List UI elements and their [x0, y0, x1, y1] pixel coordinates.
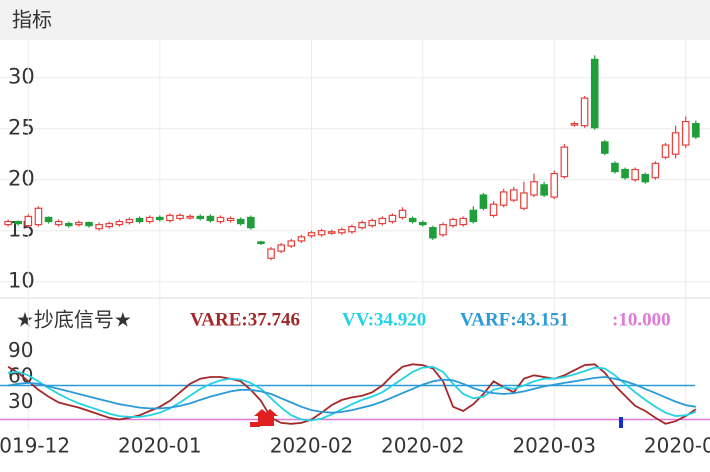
candle-body — [247, 216, 255, 229]
candle-body — [418, 221, 427, 226]
candle-body — [530, 181, 538, 196]
candle-body — [378, 217, 387, 225]
signal-markers — [250, 409, 623, 428]
candle-body — [641, 174, 650, 183]
y-tick-label: 10 — [8, 269, 35, 293]
candle-body — [540, 184, 548, 196]
candle-body — [398, 209, 407, 219]
candle-body — [449, 218, 457, 227]
candle-body — [236, 218, 245, 225]
candle-body — [520, 192, 528, 209]
candle-body — [34, 207, 43, 226]
candle-body — [85, 221, 93, 227]
candle-body — [621, 168, 629, 179]
candle-body — [358, 221, 366, 229]
candle-body — [257, 241, 265, 245]
candle-body — [64, 222, 73, 227]
legend-entry: VARE:37.746 — [190, 309, 300, 330]
candle-body — [429, 227, 437, 239]
y-tick-label: 20 — [8, 167, 35, 191]
candle-body — [277, 244, 285, 252]
candle-body — [692, 123, 700, 138]
candle-body — [105, 222, 114, 228]
indicator-line — [8, 365, 697, 422]
candle-body — [145, 216, 154, 223]
x-tick-label: 2020-04 — [644, 434, 710, 458]
candle-body — [611, 162, 619, 173]
candle-body — [570, 123, 579, 126]
candle-body — [135, 217, 144, 223]
candle-body — [590, 58, 599, 129]
candle-body — [560, 146, 569, 178]
candle-body — [4, 220, 12, 226]
candle-body — [489, 203, 498, 217]
candle-body — [287, 240, 296, 247]
candle-body — [479, 194, 488, 209]
candle-body — [388, 214, 397, 223]
candle-body — [44, 216, 53, 223]
candle-body — [509, 189, 518, 201]
indicator-line — [7, 376, 696, 414]
candle-body — [671, 132, 680, 155]
candle-body — [54, 220, 63, 226]
candle-body — [348, 226, 356, 233]
y-tick-label: 25 — [8, 116, 35, 140]
candle-body — [216, 216, 225, 223]
candle-body — [459, 217, 468, 226]
indicator-title: ★抄底信号★ — [16, 308, 132, 332]
candle-body — [327, 231, 336, 234]
candle-body — [24, 215, 33, 227]
y-tick-label: 30 — [8, 65, 35, 89]
x-tick-label: 2020-03 — [512, 434, 596, 458]
candle-body — [307, 232, 316, 237]
candle-body — [14, 220, 23, 225]
candle-body — [156, 216, 164, 221]
candle-body — [115, 220, 124, 226]
x-tick-label: 2019-12 — [0, 434, 70, 458]
y-tick-label: 90 — [8, 338, 33, 362]
candle-body — [125, 218, 134, 224]
candle-body — [661, 144, 670, 158]
candle-body — [95, 223, 103, 230]
candle-body — [439, 223, 447, 236]
candle-body — [368, 219, 376, 227]
y-tick-label: 30 — [8, 389, 33, 413]
header-title: 指标 — [12, 8, 52, 32]
x-tick-label: 2020-02 — [270, 434, 354, 458]
candle-body — [196, 215, 205, 220]
candle-body — [226, 217, 235, 222]
indicator-line — [7, 363, 697, 425]
legend-entry: VV:34.920 — [342, 309, 426, 330]
candle-body — [550, 172, 559, 198]
legend-entry: VARF:43.151 — [460, 309, 569, 330]
candle-body — [631, 168, 639, 181]
candle-body — [166, 214, 174, 222]
candle-body — [176, 214, 184, 220]
candle-body — [338, 229, 346, 234]
candle-body — [297, 236, 306, 242]
x-tick-label: 2020-02 — [381, 434, 465, 458]
candle-body — [408, 217, 417, 223]
candle-body — [499, 191, 508, 206]
candle-body — [651, 162, 660, 179]
legend-entry: :10.000 — [612, 309, 671, 330]
candle-body — [469, 209, 478, 223]
candle-body — [601, 141, 609, 154]
candle-body — [317, 230, 326, 236]
candle-body — [681, 120, 690, 146]
header-bar — [0, 0, 710, 40]
candle-body — [206, 215, 215, 222]
candle-body — [267, 248, 275, 259]
candle-body — [580, 97, 589, 127]
candle-body — [186, 215, 194, 219]
candle-body — [75, 221, 83, 226]
x-tick-label: 2020-01 — [118, 434, 202, 458]
